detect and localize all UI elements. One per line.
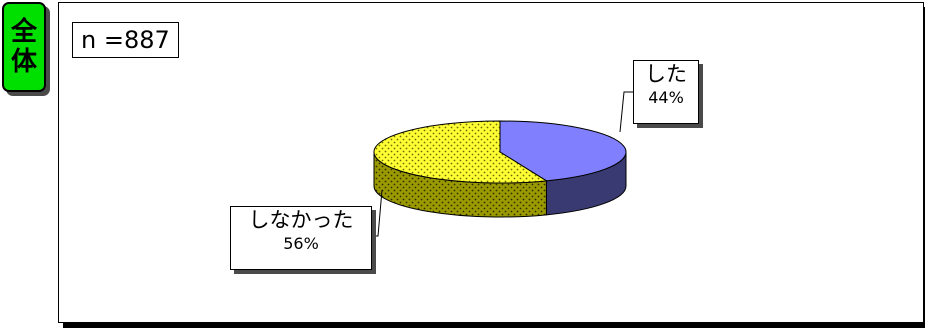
slice-label-did-not: しなかった 56%	[230, 206, 372, 270]
slice-label-did-name: した	[645, 62, 687, 86]
pie-slice-1	[373, 120, 548, 184]
leader-line-did	[619, 91, 633, 133]
scope-badge: 全 体	[2, 2, 50, 96]
slice-label-did-not-name: しなかった	[248, 208, 354, 232]
badge-char-1: 全	[10, 17, 37, 47]
sample-size-box: n =887	[72, 22, 179, 58]
slice-label-did-not-value: 56%	[283, 234, 319, 253]
slice-label-did: した 44%	[633, 60, 699, 124]
badge-face: 全 体	[2, 2, 46, 92]
pie-slice-0	[499, 120, 627, 182]
badge-char-2: 体	[10, 47, 37, 77]
slice-label-did-value: 44%	[648, 88, 684, 107]
leader-line-did-not	[370, 189, 383, 237]
